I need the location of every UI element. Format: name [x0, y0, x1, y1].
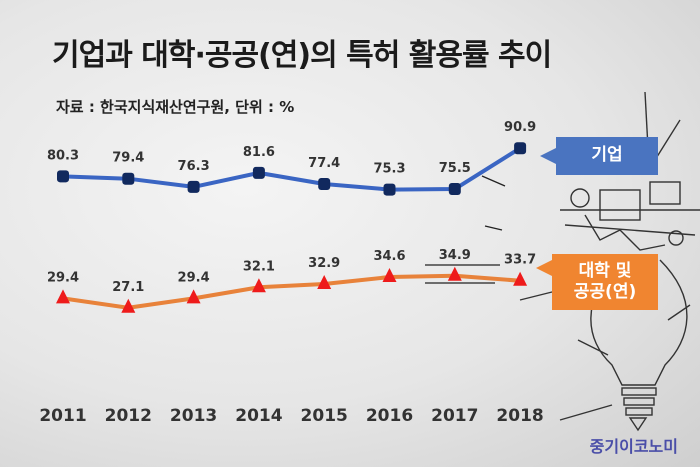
data-label-univ: 32.1 — [243, 259, 275, 274]
data-label-biz: 77.4 — [308, 156, 340, 171]
data-point-biz — [318, 178, 331, 190]
data-label-univ: 34.9 — [439, 248, 471, 263]
legend-univ: 대학 및 공공(연) — [536, 254, 658, 310]
bg-sketch-lines — [425, 175, 506, 284]
legend-univ-label: 대학 및 공공(연) — [574, 261, 636, 304]
x-tick-label: 2017 — [431, 406, 478, 426]
x-tick-label: 2018 — [496, 406, 543, 426]
data-point-biz — [514, 142, 527, 155]
x-tick-label: 2011 — [39, 406, 86, 426]
data-label-biz: 79.4 — [112, 151, 144, 166]
data-label-biz: 80.3 — [47, 148, 79, 163]
data-point-biz — [57, 170, 69, 183]
data-point-biz — [448, 183, 461, 196]
data-point-univ — [317, 275, 332, 289]
series-line-biz — [61, 146, 523, 192]
x-tick-label: 2012 — [105, 406, 152, 426]
legend-univ-line-2: 공공(연) — [573, 282, 637, 302]
data-point-biz — [122, 172, 135, 185]
data-label-biz: 76.3 — [178, 159, 210, 174]
series-line-univ — [61, 273, 523, 310]
data-label-biz: 90.9 — [504, 120, 536, 135]
x-tick-label: 2016 — [366, 406, 413, 426]
x-tick-label: 2014 — [235, 406, 282, 426]
data-point-univ — [56, 289, 70, 304]
data-point-univ — [382, 268, 397, 283]
legend-univ-line-1: 대학 및 — [578, 260, 632, 281]
plot-area: 80.3 79.4 76.3 81.6 77.4 75.3 75.5 90.9 29.4 27.1… — [39, 120, 543, 426]
data-point-univ — [251, 278, 266, 293]
data-label-univ: 29.4 — [47, 270, 79, 285]
data-point-univ — [121, 298, 136, 313]
legend-biz: 기업 — [540, 137, 658, 175]
data-point-univ — [513, 271, 528, 286]
data-label-biz: 81.6 — [243, 145, 275, 160]
data-point-univ — [447, 266, 462, 281]
watermark: 중기이코노미 — [589, 437, 678, 456]
source-note: 자료 : 한국지식재산연구원, 단위 : % — [56, 98, 295, 116]
data-point-biz — [252, 166, 265, 179]
data-point-biz — [383, 183, 396, 196]
data-label-univ: 34.6 — [373, 249, 405, 264]
x-tick-label: 2015 — [301, 406, 348, 426]
data-label-biz: 75.3 — [373, 162, 405, 177]
data-label-univ: 29.4 — [178, 270, 210, 285]
data-label-univ: 27.1 — [112, 280, 144, 295]
chart-title: 기업과 대학·공공(연)의 특허 활용률 추이 — [52, 38, 552, 73]
data-point-univ — [186, 289, 201, 304]
data-point-biz — [187, 180, 200, 193]
data-label-univ: 32.9 — [308, 256, 340, 271]
data-label-univ: 33.7 — [504, 253, 536, 268]
x-tick-label: 2013 — [170, 406, 217, 426]
data-label-biz: 75.5 — [439, 161, 471, 176]
